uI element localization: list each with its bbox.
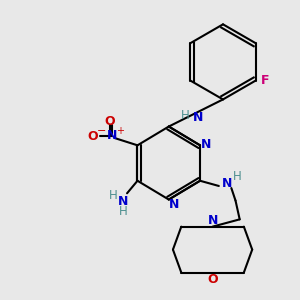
Text: H: H — [118, 205, 127, 218]
Text: N: N — [107, 129, 118, 142]
Text: F: F — [261, 74, 269, 87]
Text: +: + — [116, 126, 124, 136]
Text: N: N — [201, 138, 211, 151]
Text: N: N — [169, 198, 179, 211]
Text: H: H — [109, 189, 118, 202]
Text: N: N — [207, 214, 218, 227]
Text: N: N — [222, 177, 232, 190]
Text: O: O — [87, 130, 98, 143]
Text: N: N — [118, 195, 128, 208]
Text: H: H — [181, 109, 190, 122]
Text: O: O — [104, 115, 115, 128]
Text: N: N — [193, 111, 203, 124]
Text: −: − — [97, 126, 107, 136]
Text: O: O — [207, 273, 218, 286]
Text: H: H — [233, 170, 242, 183]
